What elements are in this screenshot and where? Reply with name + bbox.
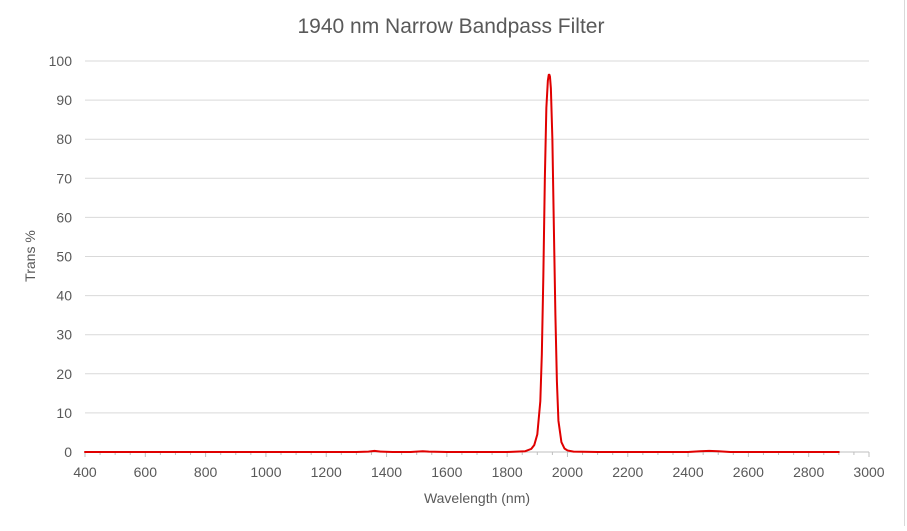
y-tick-label: 0 xyxy=(64,444,72,460)
series-layer xyxy=(84,73,840,453)
x-tick-label: 400 xyxy=(73,464,97,480)
x-tick-label: 2000 xyxy=(552,464,583,480)
x-tick-label: 1200 xyxy=(311,464,342,480)
y-axis-label: Trans % xyxy=(22,230,38,282)
x-tick-label: 2600 xyxy=(733,464,764,480)
y-tick-label: 10 xyxy=(56,405,72,421)
x-tick-label: 2400 xyxy=(672,464,703,480)
gridlines xyxy=(85,60,869,414)
x-tick-label: 1400 xyxy=(371,464,402,480)
x-tick-label: 1800 xyxy=(492,464,523,480)
chart-border-right xyxy=(904,0,905,526)
x-tick-label: 1000 xyxy=(250,464,281,480)
y-tick-label: 100 xyxy=(49,53,73,69)
x-tick-label: 800 xyxy=(194,464,218,480)
x-tick-label: 600 xyxy=(134,464,158,480)
y-tick-label: 90 xyxy=(56,92,72,108)
y-tick-label: 50 xyxy=(56,249,72,265)
y-tick-label: 20 xyxy=(56,366,72,382)
axes: 0 10 20 30 40 50 60 70 80 90 100 400 600 800 1000 1200 1… xyxy=(49,53,885,480)
y-tick-label: 60 xyxy=(56,209,72,225)
series-line xyxy=(84,73,840,453)
y-tick-label: 30 xyxy=(56,327,72,343)
x-tick-label: 2800 xyxy=(793,464,824,480)
y-tick-label: 40 xyxy=(56,288,72,304)
x-tick-label: 2200 xyxy=(612,464,643,480)
y-tick-label: 70 xyxy=(56,170,72,186)
x-tick-label: 3000 xyxy=(853,464,884,480)
y-tick-label: 80 xyxy=(56,131,72,147)
x-axis-label: Wavelength (nm) xyxy=(424,490,530,506)
x-tick-label: 1600 xyxy=(431,464,462,480)
chart-title: 1940 nm Narrow Bandpass Filter xyxy=(298,15,605,38)
